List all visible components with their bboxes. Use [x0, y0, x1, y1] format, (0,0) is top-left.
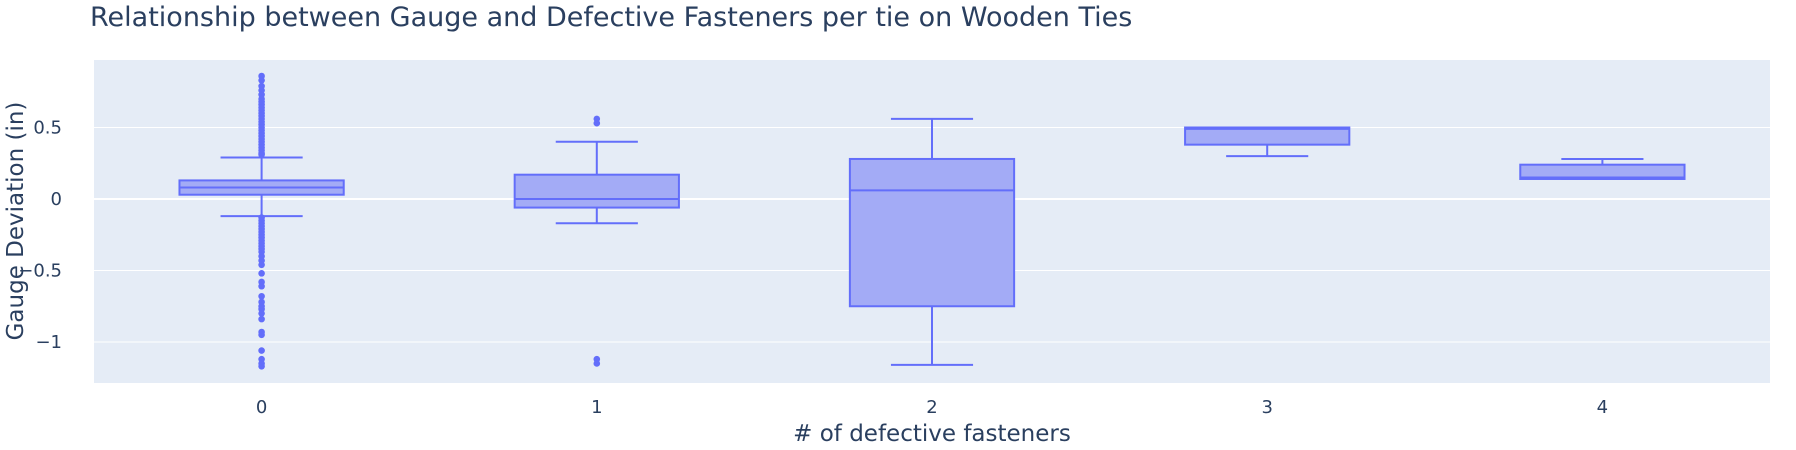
box-3 [1184, 126, 1351, 158]
box-iqr [848, 157, 1016, 308]
box-0 [178, 72, 345, 370]
outlier-point [258, 282, 265, 290]
outlier-point [258, 363, 265, 370]
x-axis-title: # of defective fasteners [793, 421, 1071, 447]
y-tick-label: −1 [35, 332, 62, 353]
box-iqr [1519, 163, 1686, 180]
outlier-point [593, 360, 601, 367]
y-tick-label: 0.5 [33, 118, 62, 139]
outlier-point [258, 77, 265, 84]
chart-title: Relationship between Gauge and Defective… [90, 2, 1133, 33]
outlier-point [258, 331, 265, 339]
outlier-point [258, 151, 265, 158]
boxes [178, 72, 1686, 370]
outlier-point [258, 315, 265, 323]
box-1 [513, 115, 680, 367]
outlier-point [258, 292, 265, 300]
outlier-point [258, 310, 265, 317]
box-iqr [513, 173, 680, 209]
y-tick-labels: 0.5 0 −0.5 −1 [18, 118, 62, 354]
box-4 [1519, 157, 1686, 180]
y-axis-title: Gauge Deviation (in) [3, 102, 29, 341]
outlier-point [258, 347, 265, 354]
y-tick-label: 0 [51, 189, 62, 210]
outlier-point [258, 270, 265, 277]
x-tick-label: 2 [926, 397, 937, 418]
outlier-point [258, 261, 265, 269]
x-tick-labels: 0 1 2 3 4 [256, 397, 1608, 418]
outlier-point [593, 119, 601, 127]
box-2 [848, 117, 1016, 366]
y-tick-label: −0.5 [18, 261, 62, 282]
x-tick-label: 0 [256, 397, 267, 418]
x-tick-label: 4 [1597, 397, 1608, 418]
box-iqr [1184, 126, 1351, 146]
x-tick-label: 3 [1261, 397, 1272, 418]
x-tick-label: 1 [591, 397, 602, 418]
